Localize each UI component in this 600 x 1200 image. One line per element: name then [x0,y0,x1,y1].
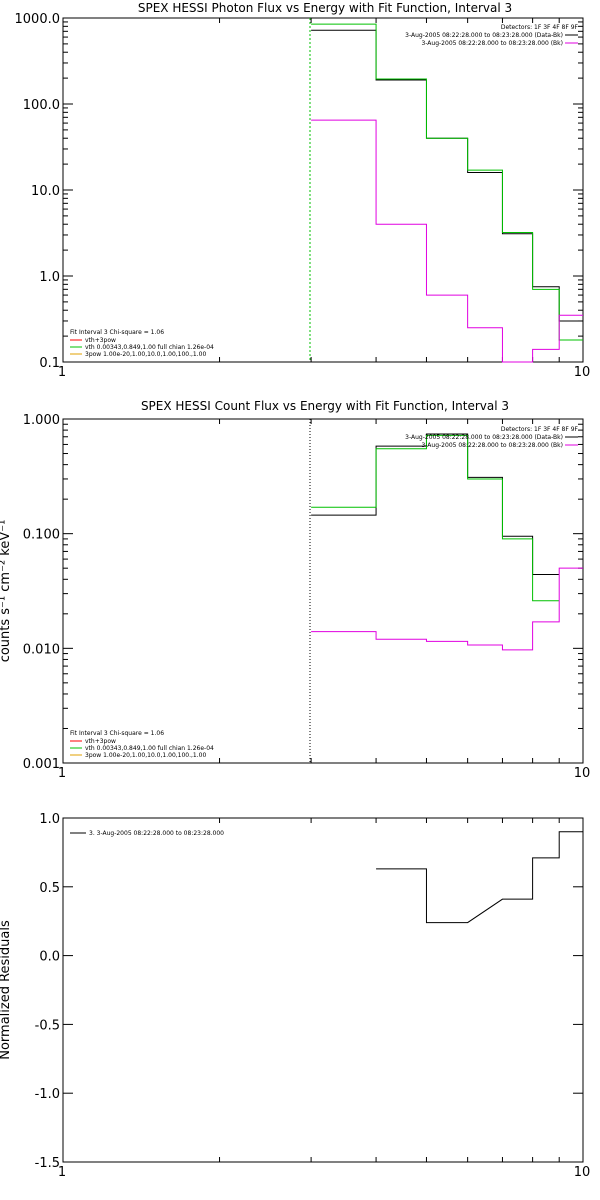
panel-3-ytick-label: -0.5 [35,1018,60,1033]
panel-1-legend-bottom-line-4: 3pow 1.00e-20,1.00,10.0,1.00,100.,1.00 [85,351,206,358]
panel-1-legend-bottom-line-1: Fit Interval 3 Chi-square = 1.06 [70,329,164,336]
panel-3-xtick-1: 1 [58,1165,66,1180]
count-flux-panel: SPEX HESSI Count Flux vs Energy with Fit… [0,399,590,781]
panel-1-legend-top-line-2: 3-Aug-2005 08:22:28.000 to 08:23:28.000 … [405,32,563,39]
panel-1-legend-bottom: Fit Interval 3 Chi-square = 1.06 vth+3po… [70,329,214,358]
panel-3-ytick-label: 0.5 [39,881,60,896]
panel-1-legend-top: Detectors: 1F 3F 4F 8F 9F 3-Aug-2005 08:… [405,24,578,47]
panel-2-legend-bottom: Fit Interval 3 Chi-square = 1.06 vth+3po… [70,730,214,759]
panel-2-xtick-1: 1 [58,766,66,781]
panel-1-legend-bottom-line-2: vth+3pow [85,337,116,344]
panel-3-legend-line-1: 3. 3-Aug-2005 08:22:28.000 to 08:23:28.0… [89,830,224,837]
panel-1-ytick-label: 100.0 [23,98,60,113]
panel-2-ytick-label: 0.001 [23,757,60,772]
panel-1-series-2 [311,23,583,341]
residuals-panel: Normalized Residuals 1 10 -1.5 -1.0 -0.5 0.… [0,812,590,1180]
panel-2-series-3 [311,567,583,651]
panel-2-frame [62,418,584,764]
panel-1-ytick-label: 1.0 [39,270,60,285]
panel-2-ytick-label: 1.000 [23,413,60,428]
panel-2-legend-top: Detectors: 1F 3F 4F 8F 9F 3-Aug-2005 08:… [405,426,578,449]
panel-2-legend-top-line-2: 3-Aug-2005 08:22:28.000 to 08:23:28.000 … [405,434,563,441]
panel-1-legend-top-line-1: Detectors: 1F 3F 4F 8F 9F [501,24,579,31]
panel-2-legend-bottom-line-3: vth 0.00343,0.849,1.00 full chian 1.26e-… [85,745,214,752]
panel-3-ytick-label: -1.0 [35,1087,60,1102]
panel-1-legend-bottom-line-3: vth 0.00343,0.849,1.00 full chian 1.26e-… [85,344,214,351]
panel-2-ytick-label: 0.010 [23,642,60,657]
panel-1-ytick-label: 0.1 [39,356,60,371]
panel-3-series-1 [376,831,583,924]
panel-2-title: SPEX HESSI Count Flux vs Energy with Fit… [141,399,509,413]
panel-1-series-3 [311,119,583,363]
panel-1-series-1 [311,29,583,322]
panel-3-ytick-label: -1.5 [35,1156,60,1171]
panel-2-legend-top-line-3: 3-Aug-2005 08:22:28.000 to 08:23:28.000 … [421,442,563,449]
panel-2-legend-bottom-line-1: Fit Interval 3 Chi-square = 1.06 [70,730,164,737]
panel-2-legend-bottom-line-2: vth+3pow [85,738,116,745]
panel-1-xtick-1: 1 [58,365,66,380]
panel-1-frame [62,17,584,363]
photon-flux-panel: SPEX HESSI Photon Flux vs Energy with Fi… [15,1,591,380]
panel-3-ytick-label: 1.0 [39,812,60,827]
panel-1-legend-top-line-3: 3-Aug-2005 08:22:28.000 to 08:23:28.000 … [421,40,563,47]
panel-2-series-2 [311,434,560,602]
panel-1-xtick-10: 10 [574,365,591,380]
panel-3-frame [62,817,584,1163]
panel-3-y-axis-label: Normalized Residuals [0,920,13,1060]
panel-1-title: SPEX HESSI Photon Flux vs Energy with Fi… [138,1,512,15]
panel-2-legend-bottom-line-4: 3pow 1.00e-20,1.00,10.0,1.00,100.,1.00 [85,752,206,759]
panel-2-ytick-label: 0.100 [23,528,60,543]
panel-2-xtick-10: 10 [574,766,591,781]
panel-2-series-1 [311,433,560,576]
panel-3-xtick-10: 10 [574,1165,591,1180]
panel-2-y-axis-label: counts s⁻¹ cm⁻² keV⁻¹ [0,520,13,663]
panel-1-ytick-label: 10.0 [31,184,60,199]
panel-3-ytick-label: 0.0 [39,950,60,965]
panel-1-ytick-label: 1000.0 [15,12,61,27]
panel-3-legend: 3. 3-Aug-2005 08:22:28.000 to 08:23:28.0… [70,830,224,837]
panel-2-legend-top-line-1: Detectors: 1F 3F 4F 8F 9F [501,426,579,433]
